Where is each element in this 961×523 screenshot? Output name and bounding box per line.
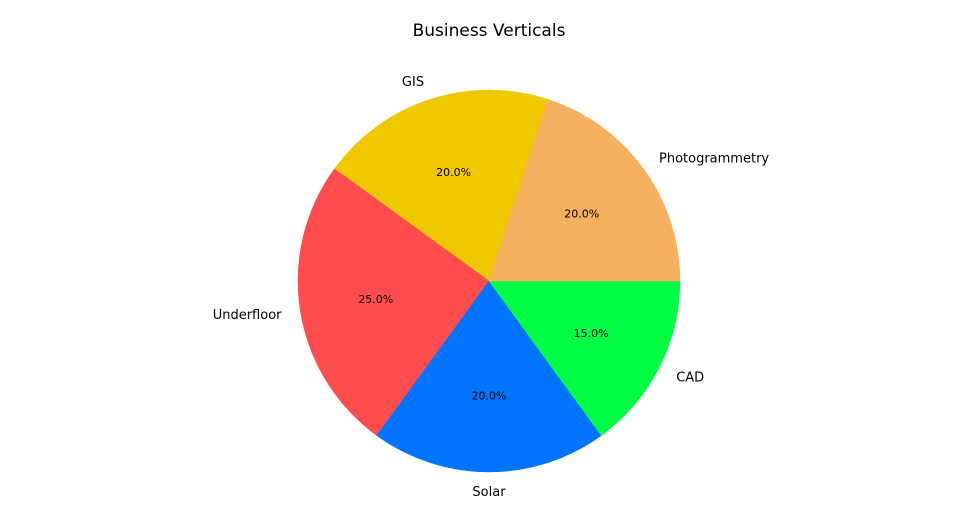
slice-percent-underfloor: 25.0% [358, 293, 393, 306]
pie-slice-cad [488, 280, 681, 436]
slice-percent-cad: 15.0% [574, 327, 609, 340]
slice-label-cad: CAD [676, 370, 704, 385]
chart-title: Business Verticals [413, 21, 566, 41]
pie-slices [297, 89, 681, 473]
slice-label-photogrammetry: Photogrammetry [659, 152, 769, 167]
slice-percent-photogrammetry: 20.0% [564, 208, 599, 221]
pie-slice-underfloor [297, 168, 490, 436]
pie-slice-photogrammetry [488, 99, 681, 282]
slice-label-gis: GIS [402, 75, 424, 90]
slice-label-underfloor: Underfloor [213, 308, 282, 323]
slice-percent-gis: 20.0% [436, 166, 471, 179]
pie-slice-gis [334, 89, 549, 282]
pie-slice-solar [376, 280, 602, 473]
slice-percent-solar: 20.0% [472, 390, 507, 403]
pie-labels: GIS 20.0% Underfloor 25.0% Solar 20.0% CAD 15.0… [213, 75, 770, 500]
slice-label-solar: Solar [472, 485, 506, 500]
